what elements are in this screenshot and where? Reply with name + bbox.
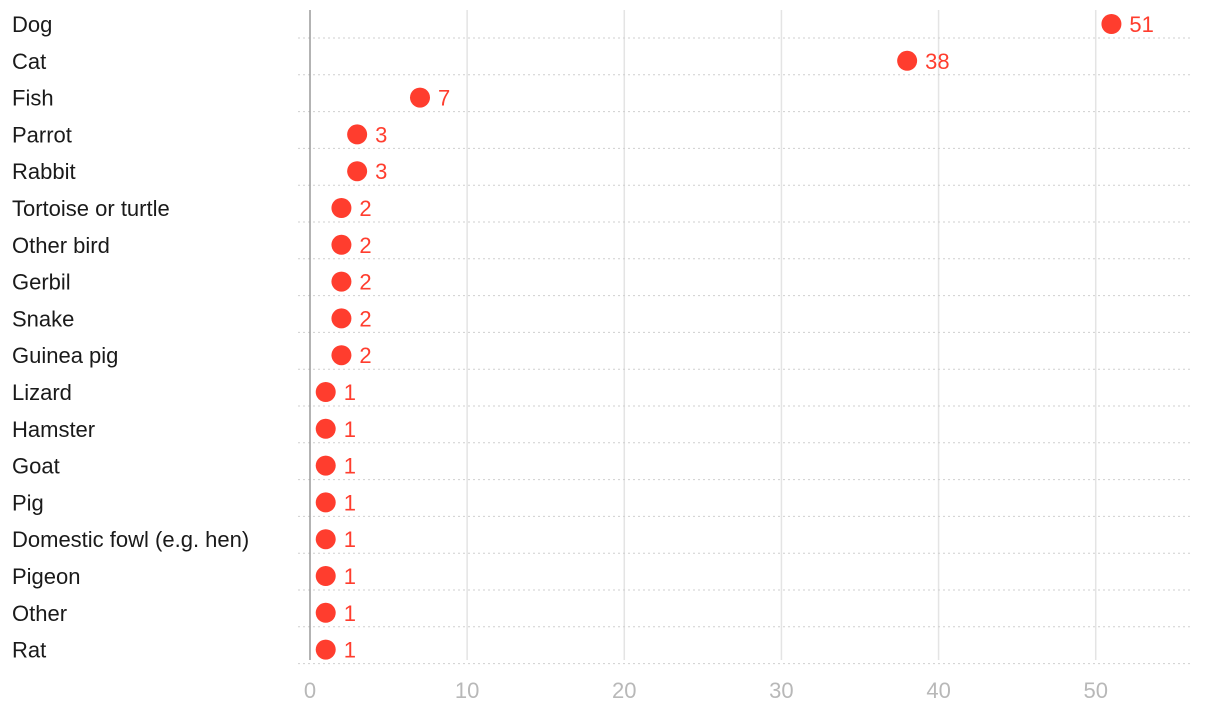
- row-guides: [298, 37, 1190, 665]
- value-label: 1: [344, 454, 356, 479]
- data-point: [331, 198, 352, 218]
- value-label: 2: [359, 306, 371, 331]
- data-point: [347, 161, 368, 182]
- value-label: 2: [359, 343, 371, 368]
- data-point: [410, 87, 430, 108]
- value-label: 1: [344, 564, 356, 589]
- data-point: [347, 124, 368, 145]
- data-point: [315, 602, 336, 623]
- category-label: Lizard: [12, 380, 72, 405]
- data-point: [315, 418, 336, 439]
- x-tick-labels: 0 10 20 30 40 50: [304, 678, 1108, 703]
- category-label: Cat: [12, 49, 46, 74]
- value-label: 1: [344, 601, 356, 626]
- x-tick-label: 0: [304, 678, 316, 703]
- data-point: [331, 234, 352, 255]
- category-label: Domestic fowl (e.g. hen): [12, 527, 249, 552]
- category-label: Other: [12, 601, 67, 626]
- data-point: [315, 492, 336, 513]
- category-label: Fish: [12, 86, 54, 111]
- value-label: 1: [344, 490, 356, 515]
- data-point: [331, 271, 352, 292]
- x-tick-label: 50: [1083, 678, 1107, 703]
- value-label: 1: [344, 527, 356, 552]
- category-label: Dog: [12, 12, 52, 37]
- value-label: 38: [925, 49, 949, 74]
- category-label: Rabbit: [12, 159, 76, 184]
- data-point: [315, 382, 336, 402]
- value-label: 3: [375, 159, 387, 184]
- value-label: 2: [359, 233, 371, 258]
- category-label: Pig: [12, 490, 44, 515]
- category-label: Gerbil: [12, 270, 71, 295]
- category-label: Tortoise or turtle: [12, 196, 170, 221]
- category-label: Guinea pig: [12, 343, 118, 368]
- category-label: Rat: [12, 638, 46, 663]
- data-point: [897, 50, 918, 71]
- category-label: Other bird: [12, 233, 110, 258]
- data-point: [1101, 14, 1122, 34]
- value-label: 51: [1129, 12, 1153, 37]
- data-point: [331, 308, 352, 329]
- value-label: 2: [359, 196, 371, 221]
- data-point: [315, 566, 336, 586]
- value-label: 1: [344, 638, 356, 663]
- data-point: [315, 455, 336, 476]
- value-label: 1: [344, 380, 356, 405]
- data-point: [315, 529, 336, 550]
- x-tick-label: 20: [612, 678, 636, 703]
- value-label: 7: [438, 86, 450, 111]
- data-points: [315, 14, 1122, 660]
- data-point: [315, 639, 336, 660]
- category-label: Pigeon: [12, 564, 81, 589]
- value-label: 2: [359, 270, 371, 295]
- category-label: Hamster: [12, 417, 95, 442]
- value-label: 3: [375, 122, 387, 147]
- category-label: Parrot: [12, 122, 72, 147]
- category-label: Goat: [12, 454, 60, 479]
- x-tick-label: 30: [769, 678, 793, 703]
- category-label: Snake: [12, 306, 74, 331]
- grid-lines: [466, 10, 1097, 660]
- value-label: 1: [344, 417, 356, 442]
- data-point: [331, 345, 352, 366]
- x-tick-label: 10: [455, 678, 479, 703]
- x-tick-label: 40: [926, 678, 950, 703]
- category-labels: Dog Cat Fish Parrot Rabbit Tortoise or turtle…: [12, 12, 249, 663]
